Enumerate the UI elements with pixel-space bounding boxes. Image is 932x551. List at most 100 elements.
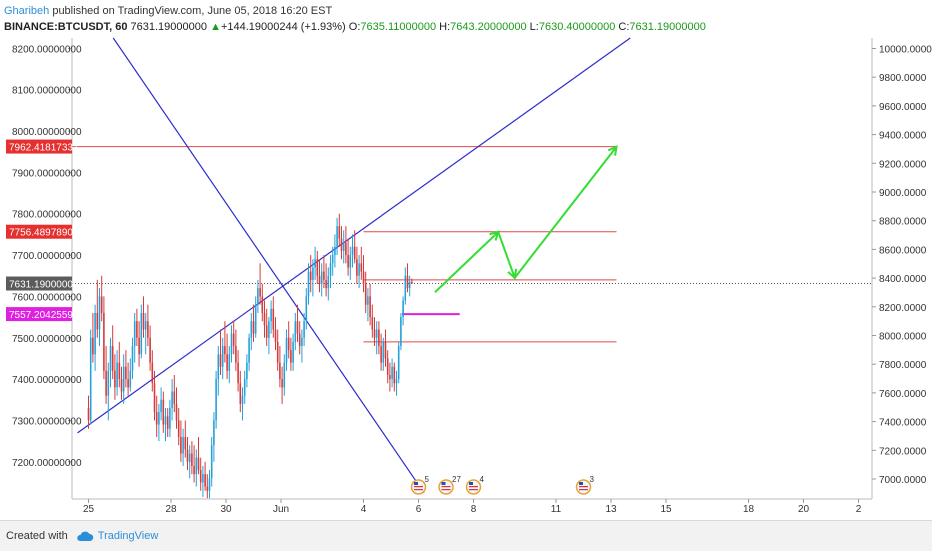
candle bbox=[120, 366, 123, 400]
projection-arrowhead bbox=[507, 268, 518, 280]
candle bbox=[320, 263, 323, 297]
left-axis-tick-label: 7200.00000000 bbox=[12, 458, 82, 469]
candle bbox=[329, 255, 332, 289]
candle bbox=[105, 346, 107, 404]
time-axis-tick-label: 13 bbox=[605, 504, 617, 515]
time-axis-tick-label: Jun bbox=[273, 504, 289, 515]
left-axis-tick-label: 8100.00000000 bbox=[12, 86, 82, 97]
left-axis-tick-label: 7300.00000000 bbox=[12, 416, 82, 427]
created-with-text: Created with bbox=[6, 530, 68, 542]
price-tag: 7557.20425592 bbox=[6, 307, 79, 322]
candle-body bbox=[142, 312, 145, 330]
candle-body bbox=[259, 288, 261, 297]
right-axis-tick-label: 8400.0000 bbox=[879, 274, 927, 285]
candle-body bbox=[228, 354, 231, 371]
candle bbox=[138, 321, 140, 367]
candle-body bbox=[356, 259, 358, 276]
candle-body bbox=[193, 465, 195, 475]
candle bbox=[182, 428, 184, 466]
flag-canton bbox=[579, 482, 583, 485]
candle bbox=[89, 329, 92, 425]
candle-body bbox=[92, 337, 94, 355]
projection-path[interactable] bbox=[434, 146, 618, 293]
candle-body bbox=[373, 329, 376, 338]
candle-body bbox=[268, 321, 270, 338]
candle-body bbox=[292, 341, 294, 363]
candle bbox=[386, 350, 389, 384]
candle bbox=[169, 399, 171, 437]
economic-event-badge[interactable]: 3 bbox=[575, 475, 595, 495]
candle bbox=[334, 234, 336, 268]
candle-body bbox=[257, 288, 259, 305]
candle-body bbox=[279, 362, 281, 380]
candle-body bbox=[158, 412, 160, 425]
candle-body bbox=[164, 416, 167, 425]
candle bbox=[94, 304, 96, 371]
candle-body bbox=[287, 337, 290, 351]
right-axis-tick-label: 7000.0000 bbox=[879, 475, 927, 486]
candle bbox=[380, 333, 382, 371]
candle-body bbox=[382, 341, 385, 363]
candle-body bbox=[329, 263, 332, 276]
candle-body bbox=[281, 379, 283, 388]
candle-body bbox=[120, 379, 123, 392]
plot-area[interactable] bbox=[72, 38, 872, 499]
event-count: 4 bbox=[480, 475, 485, 484]
candle bbox=[226, 333, 228, 380]
candle-body bbox=[393, 366, 396, 384]
right-price-axis[interactable]: 10000.0000 9800.0000 9600.0000 9400.0000 920… bbox=[872, 45, 932, 487]
candle-body bbox=[342, 242, 345, 251]
economic-event-badge[interactable]: 27 bbox=[438, 475, 461, 495]
candle bbox=[175, 387, 178, 429]
right-axis-tick-label: 8800.0000 bbox=[879, 217, 927, 228]
candle-body bbox=[89, 337, 92, 421]
right-axis-tick-label: 9000.0000 bbox=[879, 188, 927, 199]
economic-event-badge[interactable]: 5 bbox=[410, 475, 430, 495]
economic-event-badge[interactable]: 4 bbox=[465, 475, 485, 495]
candle bbox=[162, 391, 165, 433]
price-tag-box bbox=[6, 139, 72, 154]
candle-body bbox=[153, 383, 156, 413]
candle bbox=[213, 412, 215, 462]
candle bbox=[364, 271, 367, 313]
candle bbox=[239, 370, 242, 413]
right-axis-tick-label: 7800.0000 bbox=[879, 360, 927, 371]
candle-body bbox=[114, 370, 116, 388]
projection-arrowhead bbox=[489, 230, 500, 241]
candle-body bbox=[301, 337, 303, 347]
candle-body bbox=[327, 275, 330, 289]
trendline[interactable] bbox=[112, 37, 425, 494]
left-axis-tick-label: 7800.00000000 bbox=[12, 210, 82, 221]
left-axis-tick-label: 7500.00000000 bbox=[12, 334, 82, 345]
candle-body bbox=[182, 436, 184, 454]
candle-body bbox=[129, 370, 132, 388]
trendline[interactable] bbox=[77, 37, 631, 434]
price-chart[interactable]: 5 27 4 3 8200.00000000 8100.00000000 8000.000… bbox=[0, 0, 932, 520]
candle-body bbox=[283, 362, 286, 388]
candle bbox=[235, 329, 237, 371]
candle-body bbox=[404, 275, 407, 301]
candle-body bbox=[166, 416, 169, 429]
left-price-axis[interactable]: 8200.00000000 8100.00000000 8000.00000000 7… bbox=[12, 44, 82, 468]
symbol-label[interactable]: BINANCE:BTCUSDT, 60 bbox=[4, 21, 128, 33]
candle bbox=[228, 346, 231, 384]
candle bbox=[144, 312, 147, 355]
candle-body bbox=[360, 263, 363, 272]
time-axis-tick-label: 4 bbox=[361, 504, 367, 515]
candle-body bbox=[217, 354, 220, 380]
tradingview-link[interactable]: TradingView bbox=[97, 530, 159, 542]
candle-body bbox=[175, 403, 178, 421]
candle bbox=[151, 350, 154, 392]
candle-body bbox=[213, 420, 215, 446]
candle bbox=[268, 317, 270, 355]
author-link[interactable]: Gharibeh bbox=[4, 5, 50, 17]
candle-body bbox=[380, 346, 382, 363]
candle bbox=[160, 387, 162, 421]
candle-body bbox=[254, 304, 257, 334]
time-axis[interactable]: 25 28 30 Jun 4 6 8 11 13 15 18 20 2 bbox=[83, 499, 862, 515]
flag-stripe bbox=[469, 486, 478, 488]
candle bbox=[301, 329, 303, 363]
candle bbox=[92, 312, 94, 363]
candle bbox=[199, 457, 202, 491]
candle-body bbox=[303, 321, 305, 338]
